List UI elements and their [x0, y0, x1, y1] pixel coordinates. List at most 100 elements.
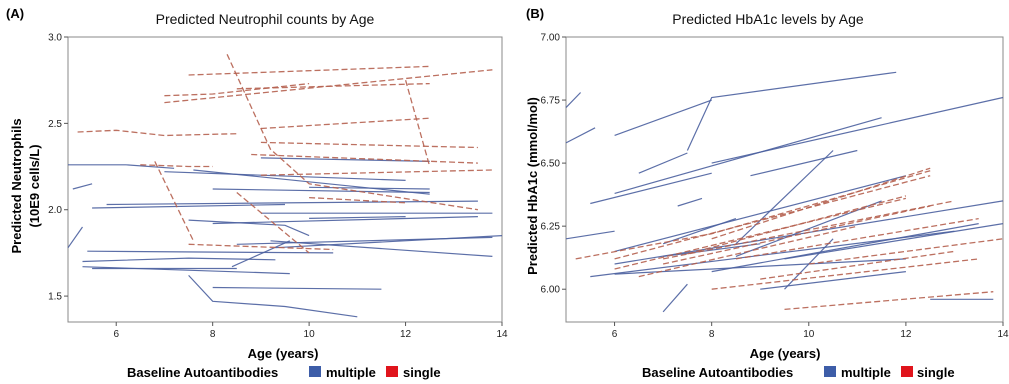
x-tick-label: 12 [400, 329, 412, 340]
series-group [67, 54, 503, 318]
series-line-single-26 [164, 82, 310, 97]
series-line-single-36 [236, 192, 310, 254]
series-line-multiple-10 [614, 175, 907, 252]
legend-title: Baseline Autoantibodies [642, 365, 793, 380]
x-tick-label: 12 [900, 329, 912, 340]
series-line-single-37 [662, 200, 955, 260]
panel-letter: (A) [6, 6, 24, 21]
x-tick-label: 10 [304, 329, 316, 340]
y-tick-label: 6.25 [541, 222, 561, 233]
series-line-multiple-4 [686, 71, 897, 151]
x-tick-label: 8 [709, 329, 715, 340]
y-tick-label: 7.00 [541, 33, 561, 44]
series-line-single-24 [77, 129, 237, 137]
x-axis-label: Age (years) [750, 346, 821, 361]
series-line-single-30 [711, 167, 931, 240]
y-tick-label: 3.0 [48, 33, 62, 44]
series-line-single-34 [226, 54, 478, 211]
series-line-single-35 [808, 238, 1004, 265]
series-line-single-30 [260, 117, 430, 130]
series-line-multiple-4 [106, 200, 478, 206]
series-line-multiple-5 [87, 250, 334, 254]
series-line-multiple-1 [72, 183, 93, 190]
series-line-multiple-22 [677, 197, 703, 207]
chart-title: Predicted Neutrophil counts by Age [156, 11, 375, 27]
series-line-multiple-1 [565, 127, 596, 144]
series-line-multiple-2 [68, 164, 175, 169]
series-line-multiple-9 [188, 274, 358, 318]
x-tick-label: 14 [997, 329, 1009, 340]
series-line-multiple-14 [270, 240, 493, 257]
series-line-multiple-10 [212, 286, 382, 290]
legend-swatch-single [901, 366, 913, 377]
series-line-single-28 [662, 205, 931, 265]
series-line-single-32 [260, 141, 478, 149]
series-line-single-32 [760, 250, 955, 280]
y-axis-label: Predicted HbA1c (mmol/mol) [525, 97, 540, 275]
series-line-single-26 [614, 175, 931, 260]
y-axis-label: Predicted Neutrophils [9, 118, 24, 253]
series-line-multiple-13 [662, 218, 737, 245]
series-line-single-31 [251, 153, 478, 164]
series-line-single-25 [140, 164, 213, 168]
series-line-multiple-13 [275, 235, 503, 249]
legend-label-single: single [403, 365, 441, 380]
series-line-multiple-18 [212, 188, 430, 194]
series-line-multiple-17 [164, 171, 406, 181]
series-line-single-31 [735, 217, 979, 260]
series-line-multiple-23 [309, 216, 406, 219]
series-line-multiple-6 [82, 257, 276, 263]
series-line-single-34 [784, 291, 994, 311]
series-line-multiple-2 [614, 99, 712, 136]
series-line-single-36 [638, 225, 858, 278]
legend-swatch-multiple [309, 366, 321, 377]
series-line-single-39 [404, 80, 431, 167]
series-group [565, 71, 1004, 313]
x-tick-label: 6 [113, 329, 119, 340]
series-line-multiple-15 [711, 223, 979, 273]
series-line-multiple-7 [82, 266, 290, 275]
series-line-multiple-22 [188, 219, 310, 237]
x-tick-label: 8 [210, 329, 216, 340]
y-tick-label: 2.0 [48, 205, 62, 216]
series-line-multiple-6 [590, 172, 712, 205]
series-line-single-27 [188, 65, 430, 76]
y-tick-label: 1.5 [48, 292, 62, 303]
chart-panel-a: (A) Predicted Neutrophil counts by Age 6 8 1… [6, 6, 508, 380]
legend-title: Baseline Autoantibodies [127, 365, 278, 380]
series-line-multiple-19 [193, 169, 430, 195]
chart-panel-b: (B) Predicted HbA1c levels by Age 6 8 10 12 14… [525, 6, 1009, 380]
legend: Baseline Autoantibodies multiple single [127, 365, 441, 380]
series-line-multiple-0 [565, 92, 582, 109]
plot-frame [565, 36, 1004, 323]
series-line-single-38 [309, 196, 406, 204]
legend-label-multiple: multiple [841, 365, 891, 380]
series-line-multiple-7 [614, 117, 882, 194]
series-line-single-37 [188, 243, 334, 251]
series-line-single-33 [260, 169, 493, 176]
y-tick-label: 6.50 [541, 159, 561, 170]
series-line-single-29 [687, 195, 907, 255]
series-line-multiple-23 [750, 149, 858, 177]
chart-title: Predicted HbA1c levels by Age [672, 11, 864, 27]
series-line-multiple-14 [735, 200, 882, 257]
series-line-multiple-11 [231, 240, 291, 268]
series-line-multiple-21 [735, 150, 834, 245]
series-line-multiple-17 [784, 223, 1004, 260]
series-line-multiple-18 [760, 271, 906, 290]
legend-label-multiple: multiple [326, 365, 376, 380]
series-line-multiple-21 [309, 186, 430, 190]
legend-swatch-multiple [824, 366, 836, 377]
series-line-multiple-16 [614, 258, 906, 275]
legend: Baseline Autoantibodies multiple single [642, 365, 955, 380]
x-tick-label: 14 [496, 329, 508, 340]
y-axis-label-units: (10E9 cells/L) [27, 144, 42, 227]
y-tick-label: 6.00 [541, 285, 561, 296]
legend-label-single: single [917, 365, 955, 380]
series-line-multiple-3 [638, 152, 688, 174]
series-line-multiple-15 [212, 216, 478, 225]
series-line-multiple-8 [565, 230, 615, 240]
series-line-single-35 [154, 161, 194, 242]
x-axis-label: Age (years) [248, 346, 319, 361]
